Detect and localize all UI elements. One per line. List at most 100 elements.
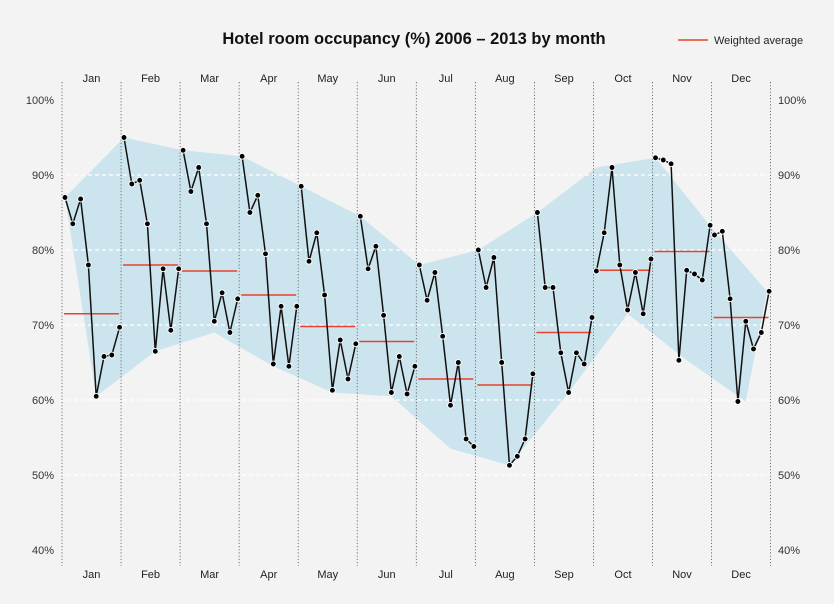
data-point xyxy=(344,375,352,383)
data-point xyxy=(293,302,301,310)
y-tick-label: 70% xyxy=(778,320,800,332)
data-point xyxy=(667,160,675,168)
data-point xyxy=(513,452,521,460)
y-tick-label: 80% xyxy=(32,245,54,257)
data-point xyxy=(403,390,411,398)
series-line-mar xyxy=(182,150,239,334)
data-point xyxy=(534,209,541,216)
data-point xyxy=(411,362,419,370)
data-point xyxy=(659,156,667,164)
y-tick-label: 50% xyxy=(778,470,800,482)
y-tick-label: 90% xyxy=(32,170,54,182)
month-label-bottom: Feb xyxy=(141,569,160,581)
series-point-layer xyxy=(61,134,773,469)
data-point xyxy=(100,353,108,360)
data-point xyxy=(711,231,718,239)
data-point xyxy=(462,435,470,443)
data-point xyxy=(234,295,242,303)
data-point xyxy=(573,349,580,357)
data-point xyxy=(726,295,734,303)
data-point xyxy=(588,314,596,321)
month-label-top: Feb xyxy=(141,73,160,85)
month-labels-top: Jan Feb Mar Apr May Jun Jul Aug Sep Oct Nov Dec xyxy=(83,73,752,85)
data-point xyxy=(593,267,600,275)
data-point xyxy=(529,370,537,378)
data-point xyxy=(364,265,372,273)
series-line-may xyxy=(300,186,357,392)
data-point xyxy=(698,276,706,284)
data-point xyxy=(608,164,616,171)
data-point xyxy=(431,269,439,276)
data-point xyxy=(647,255,655,263)
y-tick-label: 80% xyxy=(778,245,800,257)
data-point xyxy=(454,359,462,366)
data-point xyxy=(415,261,423,269)
data-point xyxy=(195,164,203,171)
month-label-bottom: May xyxy=(317,569,338,581)
data-point xyxy=(691,270,698,278)
month-label-bottom: Oct xyxy=(614,569,631,581)
data-point xyxy=(77,195,84,203)
data-point xyxy=(683,266,691,274)
month-label-top: May xyxy=(317,73,338,85)
data-point xyxy=(297,182,305,190)
data-point xyxy=(565,389,572,396)
data-point xyxy=(470,443,478,450)
data-point xyxy=(285,362,293,370)
data-point xyxy=(277,302,285,310)
data-point xyxy=(226,329,234,336)
y-tick-label: 100% xyxy=(26,95,54,107)
month-label-top: Sep xyxy=(554,73,574,85)
month-label-bottom: Apr xyxy=(260,569,277,581)
data-point xyxy=(632,269,639,276)
data-point xyxy=(388,389,395,396)
data-point xyxy=(187,188,195,195)
data-point xyxy=(352,340,360,348)
range-band xyxy=(65,137,767,466)
data-point xyxy=(218,289,226,297)
y-tick-label: 40% xyxy=(32,545,54,557)
month-label-top: Apr xyxy=(260,73,277,85)
month-label-top: Jun xyxy=(378,73,396,85)
month-label-top: Mar xyxy=(200,73,219,85)
data-point xyxy=(305,257,313,265)
data-point xyxy=(321,291,328,299)
y-tick-label: 60% xyxy=(778,395,800,407)
month-label-bottom: Nov xyxy=(672,569,692,581)
y-tick-label: 100% xyxy=(778,95,806,107)
chart-title: Hotel room occupancy (%) 2006 – 2013 by … xyxy=(222,30,605,48)
data-point xyxy=(116,323,123,331)
month-label-top: Jan xyxy=(83,73,101,85)
y-axis-right-ticks: 40% 50% 60% 70% 80% 90% 100% xyxy=(778,95,806,557)
data-point xyxy=(706,221,714,229)
range-band-layer xyxy=(65,137,767,466)
month-divider-layer xyxy=(61,82,771,566)
y-tick-label: 60% xyxy=(32,395,54,407)
data-point xyxy=(92,392,100,400)
data-point xyxy=(128,180,136,188)
data-point xyxy=(167,326,175,334)
y-axis-left-ticks: 40% 50% 60% 70% 80% 90% 100% xyxy=(26,95,54,557)
data-point xyxy=(269,360,277,368)
series-line-jul xyxy=(418,264,475,448)
data-point xyxy=(750,345,757,353)
legend-label: Weighted average xyxy=(714,35,803,47)
data-point xyxy=(765,287,773,295)
data-point xyxy=(336,336,344,344)
data-point xyxy=(372,242,380,250)
data-point xyxy=(380,311,387,319)
legend: Weighted average xyxy=(678,35,803,47)
month-label-top: Nov xyxy=(672,73,692,85)
data-point xyxy=(600,229,608,237)
data-point xyxy=(742,317,750,325)
data-point xyxy=(120,134,128,141)
data-point xyxy=(639,310,647,318)
data-point xyxy=(136,176,144,184)
data-point xyxy=(61,194,69,201)
month-label-top: Oct xyxy=(614,73,631,85)
data-point xyxy=(541,284,549,291)
month-labels-bottom: Jan Feb Mar Apr May Jun Jul Aug Sep Oct Nov Dec xyxy=(83,569,752,581)
data-point xyxy=(356,212,364,220)
